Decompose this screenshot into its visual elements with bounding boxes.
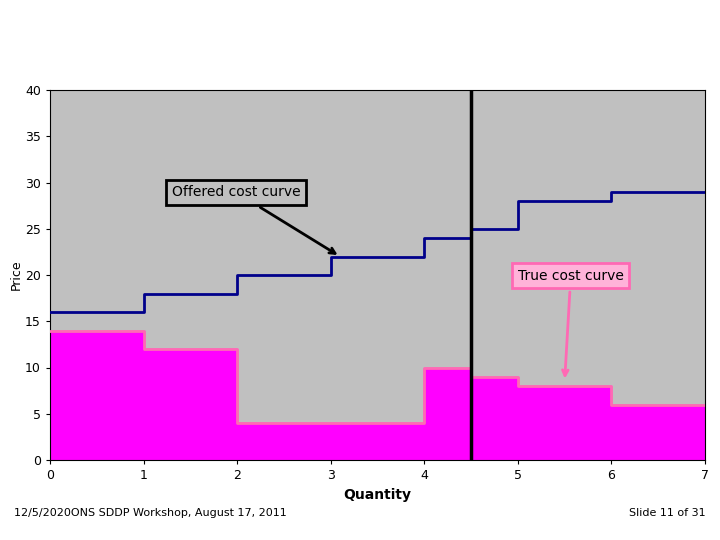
Text: New Zealand electricity market: New Zealand electricity market	[7, 14, 499, 42]
Y-axis label: Price: Price	[9, 260, 22, 291]
X-axis label: Quantity: Quantity	[343, 488, 412, 502]
Text: Deadweight loss = empirical price of anarchy: Deadweight loss = empirical price of ana…	[7, 61, 386, 79]
Text: 12/5/2020ONS SDDP Workshop, August 17, 2011: 12/5/2020ONS SDDP Workshop, August 17, 2…	[14, 508, 287, 518]
Text: True cost curve: True cost curve	[518, 268, 624, 375]
Text: Slide 11 of 31: Slide 11 of 31	[629, 508, 706, 518]
Text: Offered cost curve: Offered cost curve	[171, 185, 335, 253]
